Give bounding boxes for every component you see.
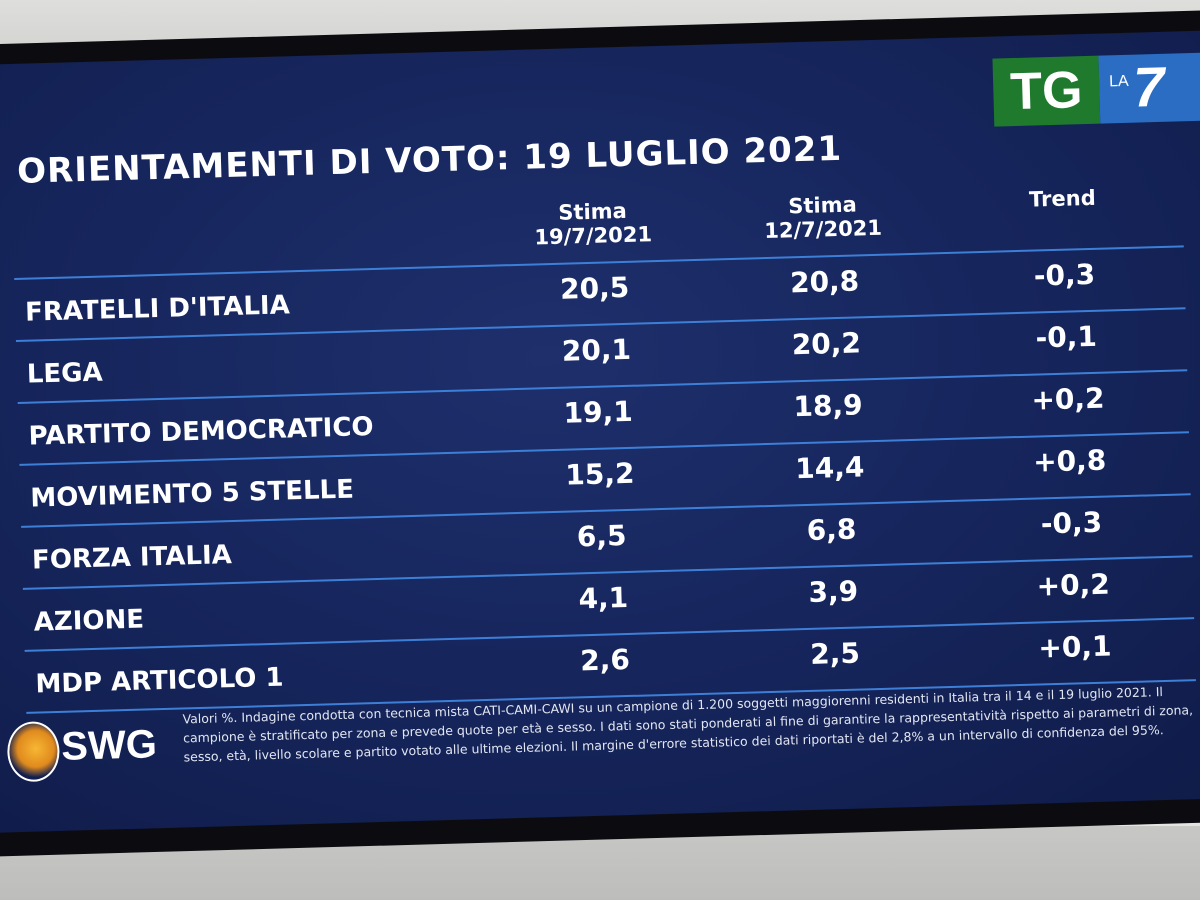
broadcast-screen: TG LA 7 ORIENTAMENTI DI VOTO: 19 LUGLIO … xyxy=(0,30,1200,833)
swg-logo-text: SWG xyxy=(60,722,158,769)
value-current: 15,2 xyxy=(564,456,635,492)
chart-title: ORIENTAMENTI DI VOTO: 19 LUGLIO 2021 xyxy=(16,128,843,192)
value-previous: 20,2 xyxy=(791,326,862,362)
la7-logo-la: LA xyxy=(1108,72,1129,91)
value-previous: 20,8 xyxy=(789,264,860,300)
party-name: PARTITO DEMOCRATICO xyxy=(28,412,374,452)
column-header-2: Stima 12/7/2021 xyxy=(722,191,923,245)
value-trend: +0,1 xyxy=(1037,629,1112,665)
value-previous: 18,9 xyxy=(793,388,864,424)
column-header-line1: Trend xyxy=(1028,185,1097,212)
column-header-1: Stima 19/7/2021 xyxy=(492,197,693,251)
value-previous: 6,8 xyxy=(806,512,857,547)
party-name: FRATELLI D'ITALIA xyxy=(24,290,291,328)
value-trend: -0,3 xyxy=(1033,257,1096,293)
value-current: 20,1 xyxy=(561,332,632,368)
value-current: 19,1 xyxy=(563,394,634,430)
column-header-line2: 19/7/2021 xyxy=(534,222,653,250)
tg-logo: TG xyxy=(992,55,1101,127)
la7-logo-seven: 7 xyxy=(1132,54,1166,119)
value-current: 6,5 xyxy=(576,519,627,554)
la7-logo: LA 7 xyxy=(1098,52,1200,124)
party-name: MOVIMENTO 5 STELLE xyxy=(29,474,355,514)
value-trend: +0,2 xyxy=(1031,381,1105,417)
value-current: 2,6 xyxy=(579,642,631,678)
value-trend: -0,3 xyxy=(1040,505,1103,541)
swg-logo: SWG xyxy=(6,710,158,784)
column-header-line2: 12/7/2021 xyxy=(764,215,883,244)
column-header-3: Trend xyxy=(962,184,1163,214)
party-name: AZIONE xyxy=(33,604,145,638)
value-trend: +0,8 xyxy=(1032,443,1107,479)
party-name: LEGA xyxy=(26,357,104,390)
party-name: FORZA ITALIA xyxy=(31,540,233,576)
value-trend: +0,2 xyxy=(1036,567,1111,603)
value-current: 4,1 xyxy=(578,580,629,616)
value-previous: 2,5 xyxy=(809,636,861,671)
globe-icon xyxy=(6,720,61,783)
value-previous: 3,9 xyxy=(808,574,859,609)
value-previous: 14,4 xyxy=(794,450,865,486)
party-name: MDP ARTICOLO 1 xyxy=(35,662,284,700)
value-trend: -0,1 xyxy=(1035,319,1098,355)
value-current: 20,5 xyxy=(559,270,630,306)
